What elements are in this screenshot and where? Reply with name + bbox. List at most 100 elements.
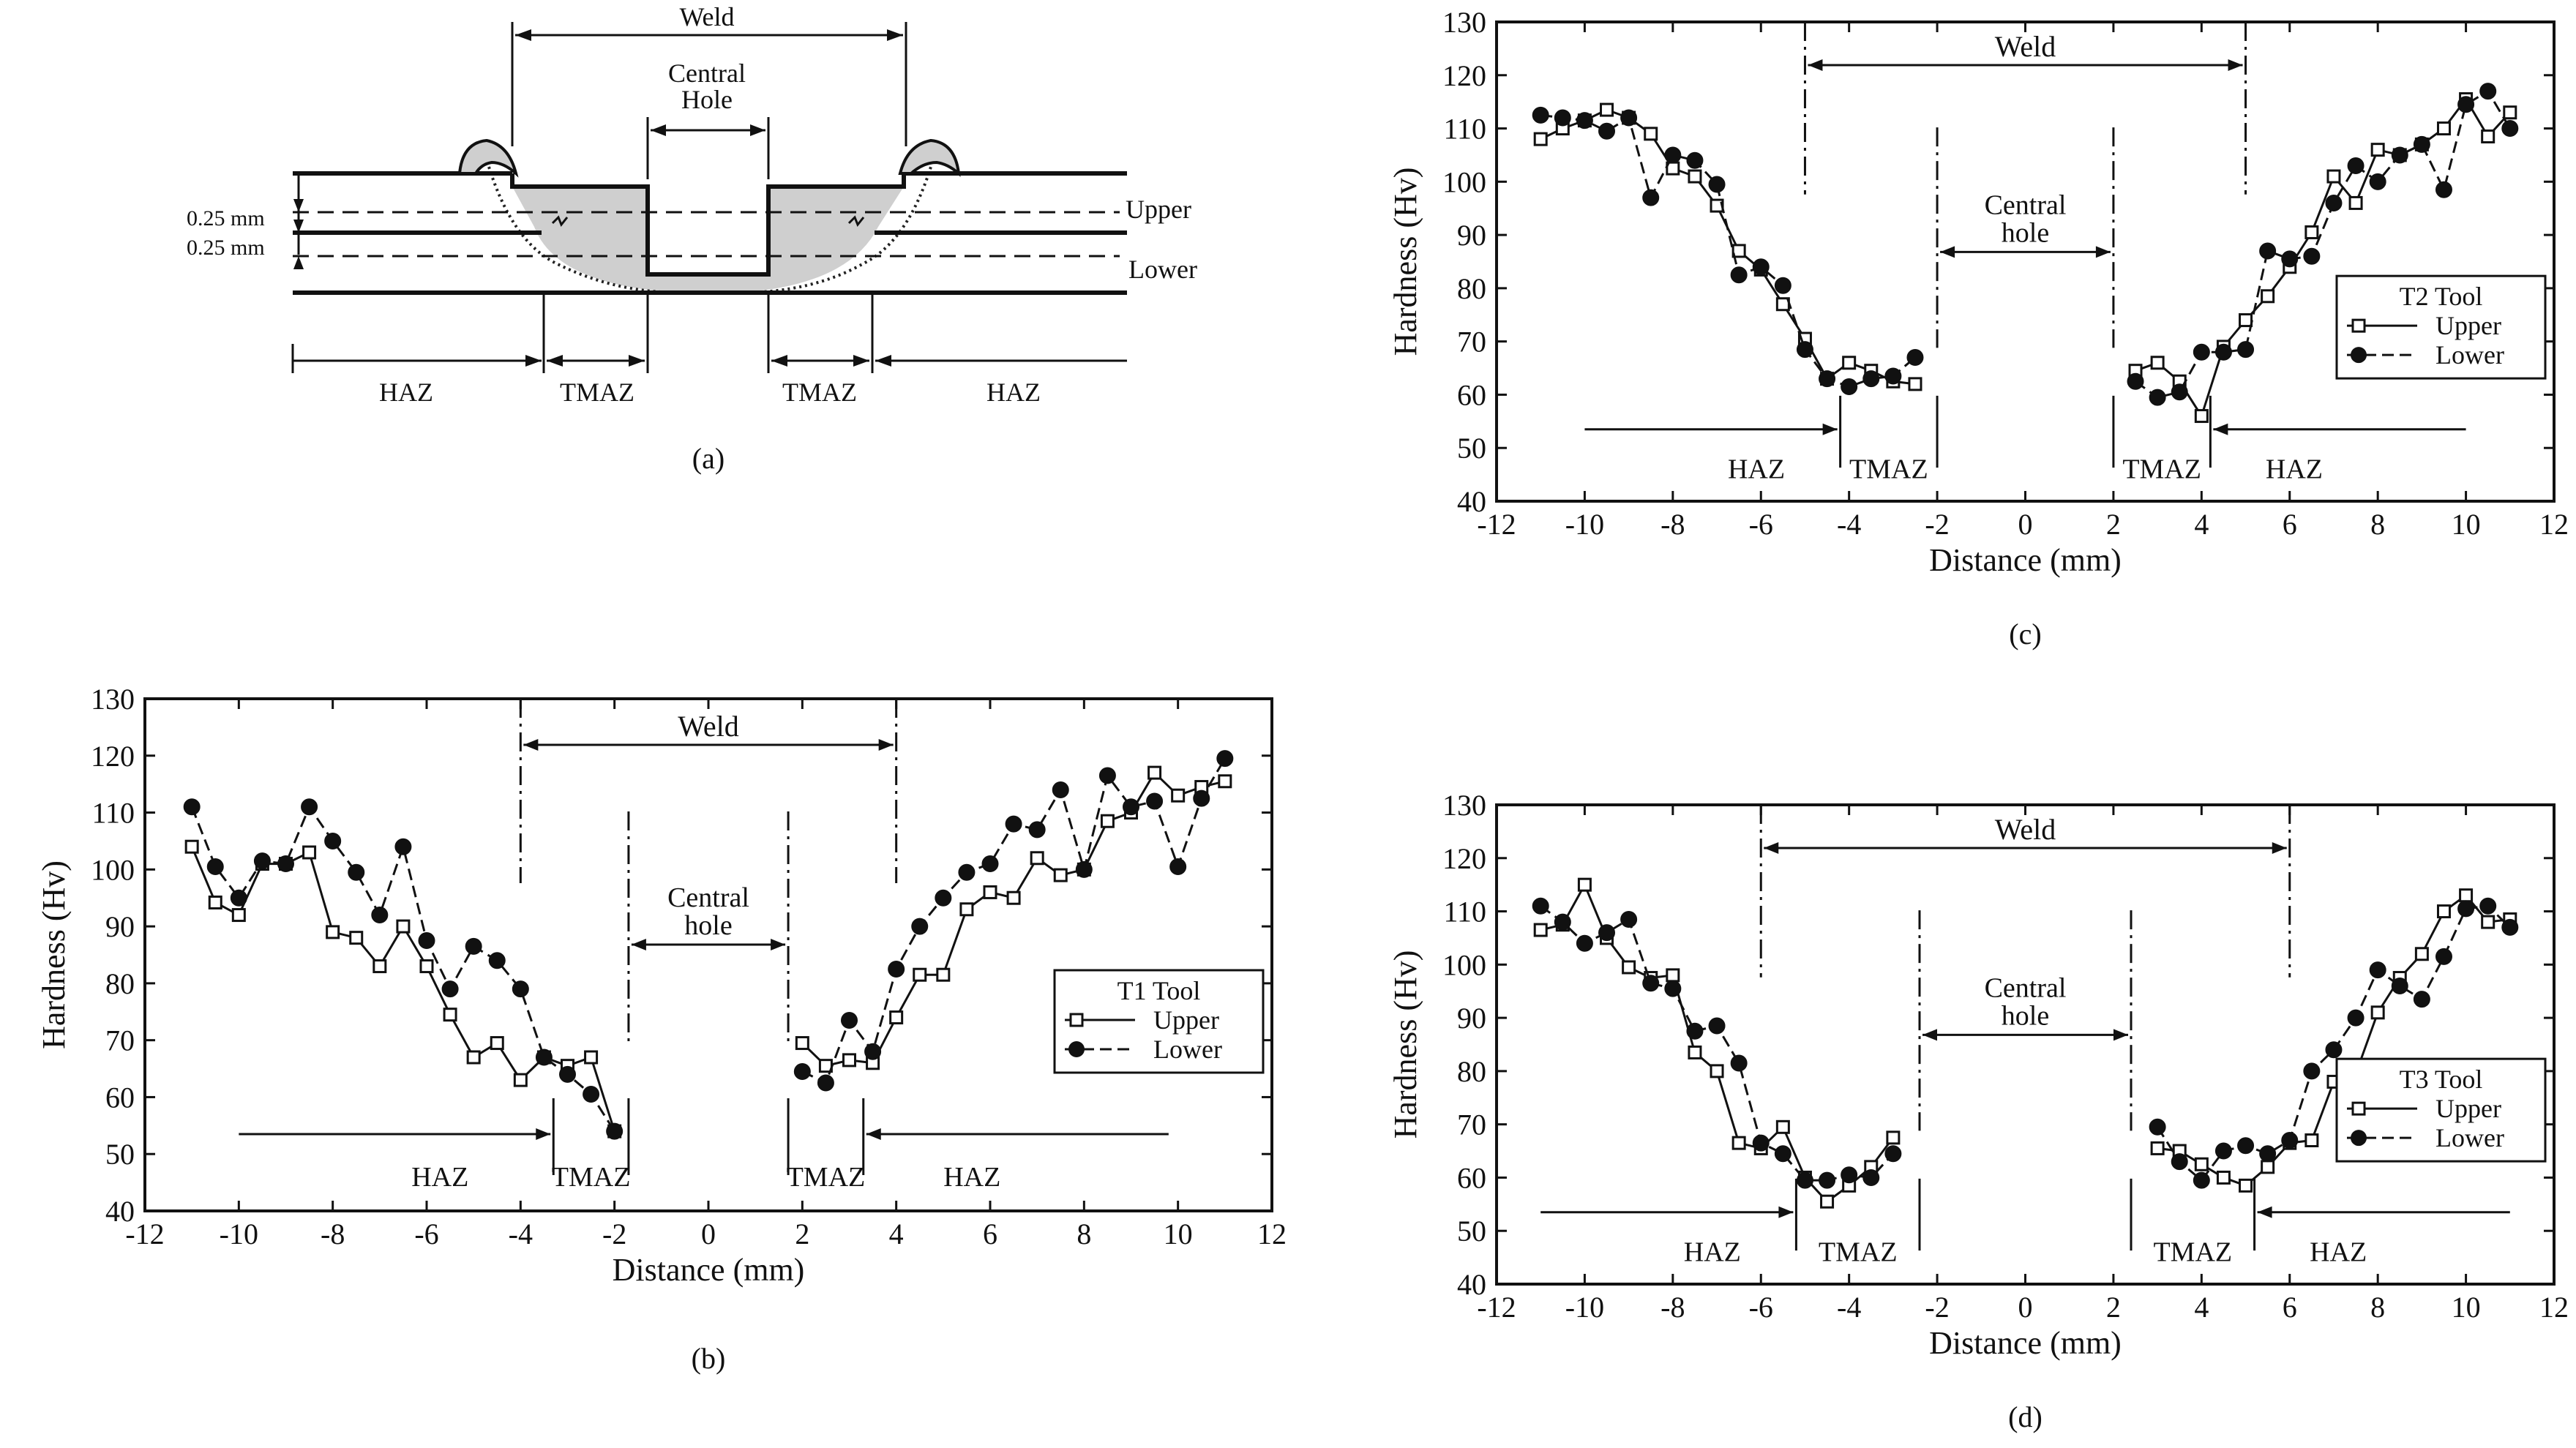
lower-data-point [2127,372,2144,390]
upper-data-point [2150,1141,2165,1155]
lower-series-line [1540,905,1895,1182]
y-tick-label: 90 [1457,1002,1486,1035]
hole-label-line1: Central [1985,972,2067,1003]
y-tick-label: 60 [1457,1161,1486,1194]
legend-lower-marker [2351,347,2367,364]
zone-arrowhead-1 [525,355,542,367]
haz-arrowhead-right [866,1128,881,1140]
lower-data-point [2457,96,2475,113]
x-tick-label: -10 [1565,508,1604,541]
upper-data-point [1006,890,1021,905]
x-tick-label: 4 [2194,508,2209,541]
upper-data-point [936,967,951,982]
lower-data-point [1774,277,1791,294]
hole-label-line1: Central [667,882,749,913]
lower-data-point [864,1043,882,1060]
lower-data-point [1146,792,1164,810]
zone-label-haz-right: HAZ [2266,454,2323,485]
y-tick-label: 110 [1443,896,1486,929]
weld-label: Weld [1995,30,2056,63]
lower-data-point [1598,122,1616,140]
hole-arrowhead-right [2095,246,2111,258]
x-tick-label: -12 [1477,1291,1516,1324]
lower-data-point [230,889,247,907]
y-tick-label: 40 [105,1195,135,1228]
upper-data-point [1666,968,1680,983]
upper-data-point [1710,1064,1724,1079]
lower-data-point [841,1011,858,1029]
weld-cross-section-schematic: Weld Central Hole Upper Lower 0.25 mm 0.… [187,2,1197,475]
lower-data-point [583,1086,600,1103]
hole-label-line2: hole [684,910,732,941]
lower-data-point [2149,1118,2166,1136]
upper-data-point [2481,915,2496,929]
upper-data-point [2194,1157,2209,1171]
schematic-upper-label: Upper [1126,195,1191,224]
lower-data-point [301,798,318,816]
lower-data-point [371,907,389,924]
x-tick-label: -6 [414,1218,438,1250]
upper-data-point [2481,129,2496,143]
schematic-hole-label-line2: Hole [681,85,733,114]
lower-data-point [1052,781,1069,798]
lower-data-point [418,932,435,950]
lower-data-point [2259,242,2277,260]
weld-arrowhead-left [1764,841,1779,854]
hole-arrowhead-right [771,939,786,950]
lower-data-point [1862,370,1880,388]
x-tick-label: 0 [701,1218,716,1250]
hole-arrowhead-right [2113,1029,2128,1041]
lower-data-point [1075,860,1093,878]
chart-caption: (b) [692,1342,726,1375]
lower-data-point [2214,343,2232,361]
lower-series-line [190,804,615,1132]
upper-data-point [1100,814,1115,828]
upper-data-point [443,1008,457,1022]
upper-data-point [2304,1133,2319,1147]
upper-data-point [2370,143,2385,157]
y-tick-label: 50 [1457,1215,1486,1248]
upper-data-point [1644,127,1658,141]
lower-data-point [441,980,459,998]
lower-data-point [1819,1171,1836,1189]
lower-data-point [277,855,294,873]
x-axis-label: Distance (mm) [613,1252,805,1288]
lower-series-line [1540,113,1916,389]
lower-data-point [1664,980,1682,997]
lower-data-point [1598,924,1616,942]
legend-title: T2 Tool [2400,282,2483,311]
y-tick-label: 50 [1457,432,1486,465]
upper-data-point [1820,1194,1835,1209]
y-tick-label: 120 [91,740,135,773]
lower-data-point [1752,1134,1770,1152]
upper-data-point [1688,169,1702,184]
x-tick-label: 0 [2018,508,2033,541]
lower-data-point [1193,789,1210,807]
lower-data-point [1620,109,1638,127]
lower-data-point [559,1065,576,1083]
y-axis-label: Hardness (Hv) [1388,168,1423,356]
lower-data-point [1005,815,1022,833]
lower-data-point [2435,181,2452,198]
lower-data-point [1620,910,1638,928]
legend-box [2335,1057,2547,1163]
y-tick-label: 90 [1457,219,1486,252]
lower-data-point [1862,1168,1880,1186]
x-tick-label: -2 [1925,1291,1949,1324]
upper-data-point [513,1073,528,1087]
lower-data-point [1554,109,1571,127]
weld-arrowhead-right [878,739,894,751]
lower-data-point [1730,1054,1748,1072]
upper-data-point [2304,225,2319,239]
zone-arrowhead-4 [771,355,787,367]
lower-data-point [1819,370,1836,388]
schematic-zone-label-tmaz-right: TMAZ [782,378,857,407]
upper-data-point [842,1053,856,1068]
y-tick-label: 80 [1457,272,1486,305]
lower-data-point [488,952,506,969]
lower-data-point [206,858,224,875]
x-tick-label: -10 [220,1218,258,1250]
hole-arrowhead-right [750,124,765,136]
flash-left [457,138,519,178]
lower-data-point [1906,349,1924,366]
